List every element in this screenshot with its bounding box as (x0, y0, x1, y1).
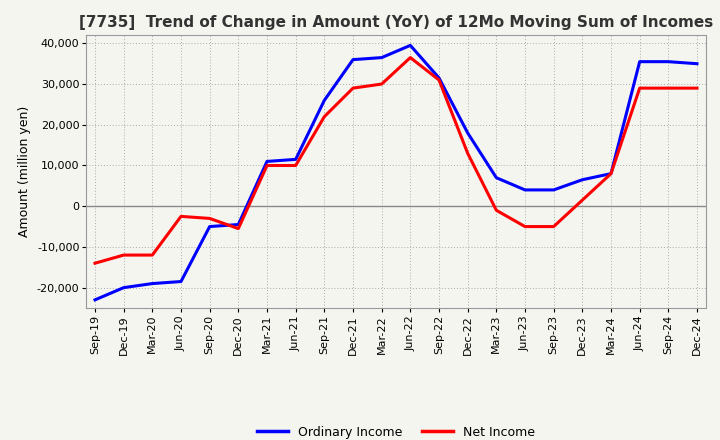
Line: Net Income: Net Income (95, 58, 697, 263)
Ordinary Income (635, 59, 644, 64)
Net Income (377, 81, 386, 87)
Net Income (176, 214, 185, 219)
Ordinary Income (263, 159, 271, 164)
Ordinary Income (578, 177, 587, 183)
Title: [7735]  Trend of Change in Amount (YoY) of 12Mo Moving Sum of Incomes: [7735] Trend of Change in Amount (YoY) o… (79, 15, 713, 30)
Ordinary Income (320, 98, 328, 103)
Ordinary Income (205, 224, 214, 229)
Net Income (492, 208, 500, 213)
Net Income (464, 150, 472, 156)
Line: Ordinary Income: Ordinary Income (95, 45, 697, 300)
Ordinary Income (607, 171, 616, 176)
Net Income (578, 198, 587, 203)
Ordinary Income (464, 130, 472, 136)
Net Income (521, 224, 529, 229)
Ordinary Income (91, 297, 99, 302)
Ordinary Income (664, 59, 672, 64)
Net Income (406, 55, 415, 60)
Ordinary Income (492, 175, 500, 180)
Ordinary Income (406, 43, 415, 48)
Ordinary Income (348, 57, 357, 62)
Ordinary Income (148, 281, 157, 286)
Net Income (435, 77, 444, 83)
Net Income (607, 171, 616, 176)
Ordinary Income (176, 279, 185, 284)
Net Income (234, 226, 243, 231)
Ordinary Income (549, 187, 558, 193)
Net Income (664, 85, 672, 91)
Net Income (320, 114, 328, 119)
Ordinary Income (521, 187, 529, 193)
Ordinary Income (435, 75, 444, 81)
Ordinary Income (693, 61, 701, 66)
Net Income (263, 163, 271, 168)
Ordinary Income (120, 285, 128, 290)
Net Income (120, 253, 128, 258)
Ordinary Income (292, 157, 300, 162)
Ordinary Income (377, 55, 386, 60)
Net Income (549, 224, 558, 229)
Net Income (205, 216, 214, 221)
Ordinary Income (234, 222, 243, 227)
Net Income (91, 260, 99, 266)
Legend: Ordinary Income, Net Income: Ordinary Income, Net Income (252, 421, 540, 440)
Net Income (292, 163, 300, 168)
Net Income (348, 85, 357, 91)
Net Income (635, 85, 644, 91)
Net Income (148, 253, 157, 258)
Net Income (693, 85, 701, 91)
Y-axis label: Amount (million yen): Amount (million yen) (18, 106, 31, 237)
